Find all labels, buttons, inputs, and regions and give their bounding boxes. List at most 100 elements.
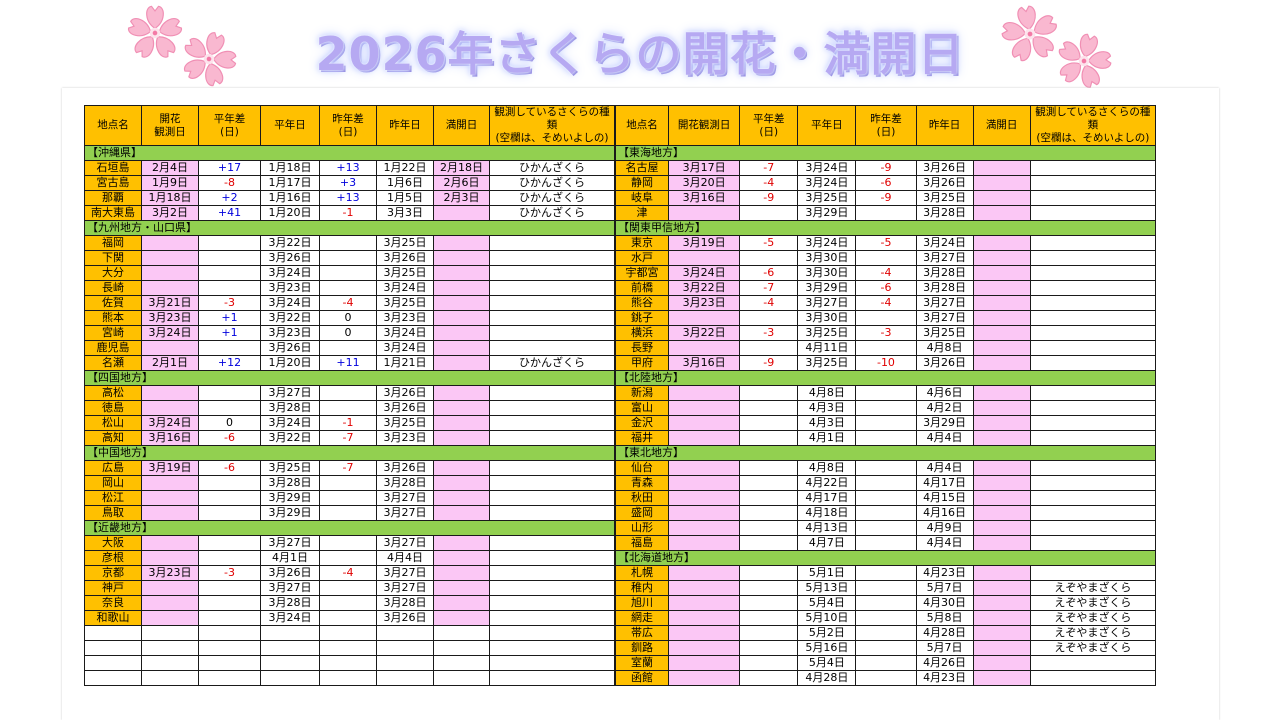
region-fill-cell <box>141 370 199 386</box>
table-row: 銚子 3月30日 3月27日 <box>614 310 1157 326</box>
last-year-date-cell: 4月4日 <box>915 430 974 446</box>
station-name-cell: 佐賀 <box>84 295 142 311</box>
region-fill-cell <box>319 220 377 236</box>
bloom-date-cell <box>668 595 741 611</box>
region-label: 【東海地方】 <box>614 145 684 161</box>
station-name-cell <box>84 670 142 686</box>
bloom-date-cell: 3月20日 <box>668 175 741 191</box>
region-fill-cell <box>319 370 377 386</box>
full-bloom-date-cell <box>433 415 490 431</box>
station-name-cell: 松山 <box>84 415 142 431</box>
cherry-variety-cell <box>489 655 615 671</box>
last-year-diff-cell <box>855 655 917 671</box>
last-year-diff-cell <box>319 250 377 266</box>
region-row: 【北海道地方】 <box>614 550 1157 566</box>
station-name-cell: 室蘭 <box>614 655 670 671</box>
bloom-date-cell <box>141 655 199 671</box>
last-year-diff-cell <box>319 535 377 551</box>
normal-diff-cell: -3 <box>198 295 261 311</box>
cherry-variety-cell <box>1029 175 1157 191</box>
station-name-cell: 秋田 <box>614 490 670 506</box>
normal-diff-cell <box>739 655 799 671</box>
last-year-diff-cell <box>319 505 377 521</box>
region-fill-cell <box>916 550 974 566</box>
full-bloom-date-cell <box>972 355 1031 371</box>
last-year-date-cell: 3月27日 <box>376 490 434 506</box>
normal-diff-cell <box>739 535 799 551</box>
normal-diff-cell <box>739 250 799 266</box>
last-year-date-cell: 3月27日 <box>915 250 974 266</box>
table-row: 金沢 4月3日 3月29日 <box>614 415 1157 431</box>
column-header: 平年差 (日) <box>739 105 799 146</box>
normal-diff-cell <box>198 340 261 356</box>
table-row: 福井 4月1日 4月4日 <box>614 430 1157 446</box>
table-row: 長野 4月11日 4月8日 <box>614 340 1157 356</box>
normal-date-cell: 3月24日 <box>797 160 857 176</box>
region-label: 【北海道地方】 <box>614 550 695 566</box>
normal-date-cell: 4月17日 <box>797 490 857 506</box>
last-year-diff-cell <box>855 565 917 581</box>
full-bloom-date-cell <box>972 565 1031 581</box>
normal-date-cell: 3月25日 <box>797 325 857 341</box>
cherry-variety-cell <box>489 610 615 626</box>
table-row: 大分 3月24日 3月25日 <box>84 265 615 281</box>
cherry-variety-cell <box>1029 505 1157 521</box>
last-year-diff-cell <box>855 310 917 326</box>
bloom-date-cell <box>141 235 199 251</box>
region-label: 【沖縄県】 <box>84 145 142 161</box>
station-name-cell: 高知 <box>84 430 142 446</box>
bloom-date-cell <box>141 580 199 596</box>
station-name-cell: 横浜 <box>614 325 670 341</box>
full-bloom-date-cell <box>972 340 1031 356</box>
last-year-date-cell: 1月6日 <box>376 175 434 191</box>
full-bloom-date-cell <box>433 670 490 686</box>
normal-date-cell: 3月24日 <box>260 265 320 281</box>
station-name-cell: 釧路 <box>614 640 670 656</box>
last-year-diff-cell <box>855 385 917 401</box>
region-fill-cell <box>797 370 856 386</box>
column-header: 昨年日 <box>915 105 974 146</box>
cherry-variety-cell <box>489 430 615 446</box>
region-fill-cell <box>668 445 740 461</box>
station-name-cell: 福島 <box>614 535 670 551</box>
last-year-diff-cell: -5 <box>855 235 917 251</box>
station-name-cell: 東京 <box>614 235 670 251</box>
normal-diff-cell: -8 <box>198 175 261 191</box>
table-row: 札幌 5月1日 4月23日 <box>614 565 1157 581</box>
full-bloom-date-cell <box>433 385 490 401</box>
full-bloom-date-cell <box>433 550 490 566</box>
full-bloom-date-cell <box>972 580 1031 596</box>
cherry-variety-cell <box>489 310 615 326</box>
table-row: 那覇 1月18日 +2 1月16日 +13 1月5日 2月3日 ひかんざくら <box>84 190 615 206</box>
bloom-date-cell <box>668 520 741 536</box>
bloom-date-cell <box>141 535 199 551</box>
normal-diff-cell <box>739 595 799 611</box>
bloom-date-cell <box>141 670 199 686</box>
bloom-date-cell <box>141 625 199 641</box>
last-year-diff-cell <box>855 610 917 626</box>
station-name-cell: 鹿児島 <box>84 340 142 356</box>
normal-date-cell <box>260 670 320 686</box>
station-name-cell: 福岡 <box>84 235 142 251</box>
normal-diff-cell: -6 <box>198 430 261 446</box>
bloom-date-cell <box>668 250 741 266</box>
bloom-date-cell <box>668 625 741 641</box>
station-name-cell: 津 <box>614 205 670 221</box>
full-bloom-date-cell <box>972 670 1031 686</box>
normal-diff-cell: -6 <box>198 460 261 476</box>
table-row: 高知 3月16日 -6 3月22日 -7 3月23日 <box>84 430 615 446</box>
full-bloom-date-cell <box>972 505 1031 521</box>
bloom-date-cell: 3月24日 <box>668 265 741 281</box>
table-row: 宮崎 3月24日 +1 3月23日 0 3月24日 <box>84 325 615 341</box>
full-bloom-date-cell <box>972 475 1031 491</box>
station-name-cell: 岡山 <box>84 475 142 491</box>
last-year-diff-cell: -4 <box>855 265 917 281</box>
normal-date-cell: 3月30日 <box>797 265 857 281</box>
full-bloom-date-cell <box>433 625 490 641</box>
last-year-diff-cell <box>855 625 917 641</box>
station-name-cell: 札幌 <box>614 565 670 581</box>
normal-diff-cell: +12 <box>198 355 261 371</box>
bloom-table-left: 地点名 開花 観測日 平年差 (日) 平年日 昨年差 (日) 昨年日 満開日 観測しているさく… <box>84 105 615 686</box>
column-header: 満開日 <box>433 105 490 146</box>
last-year-date-cell: 3月24日 <box>376 325 434 341</box>
